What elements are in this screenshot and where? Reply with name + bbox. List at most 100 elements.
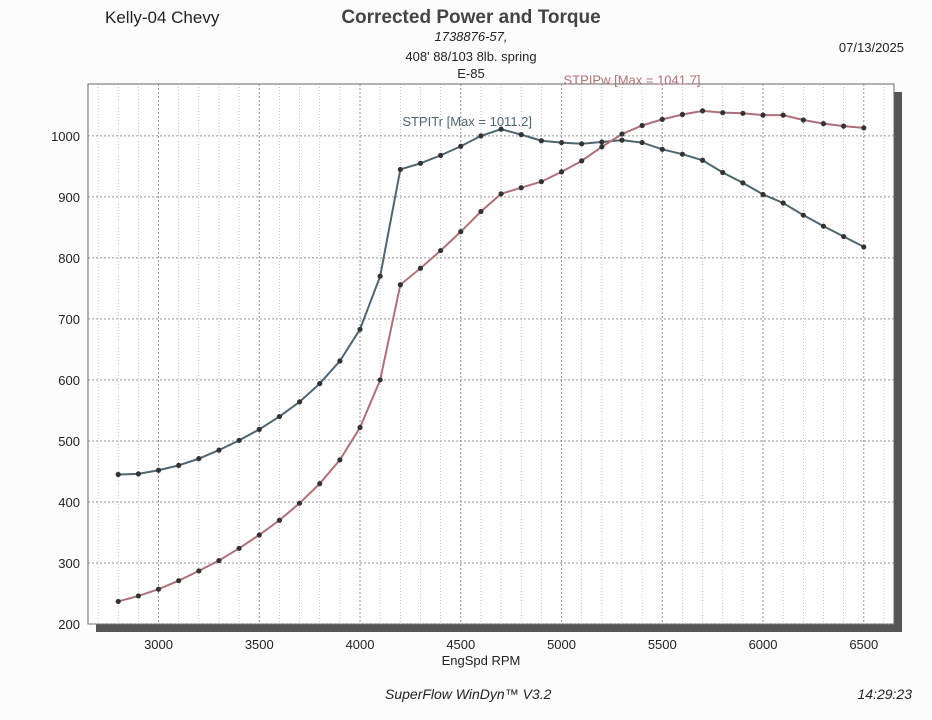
data-point-stpipw bbox=[498, 191, 504, 197]
chart-subtitle-fuel: E-85 bbox=[457, 66, 485, 81]
data-point-stpipw bbox=[760, 112, 766, 118]
data-point-stpitr bbox=[236, 437, 242, 443]
y-tick-label: 700 bbox=[58, 312, 80, 327]
data-point-stpipw bbox=[538, 179, 544, 185]
y-tick-label: 600 bbox=[58, 373, 80, 388]
run-time: 14:29:23 bbox=[857, 686, 913, 702]
data-point-stpitr bbox=[216, 447, 222, 453]
data-point-stpitr bbox=[377, 273, 383, 279]
data-point-stpitr bbox=[760, 191, 766, 198]
data-point-stpitr bbox=[498, 126, 504, 132]
data-point-stpipw bbox=[135, 593, 141, 599]
y-tick-label: 1000 bbox=[51, 129, 80, 144]
data-point-stpipw bbox=[115, 598, 121, 605]
run-date: 07/13/2025 bbox=[838, 40, 904, 55]
data-point-stpipw bbox=[357, 424, 363, 431]
data-point-stpitr bbox=[841, 233, 847, 240]
data-point-stpitr bbox=[417, 160, 424, 166]
data-point-stpipw bbox=[236, 545, 242, 551]
x-tick-label: 3000 bbox=[144, 637, 173, 652]
chart-owner-title: Kelly-04 Chevy bbox=[105, 8, 220, 27]
chart-subtitle-engine: 408' 88/103 8lb. spring bbox=[405, 49, 537, 64]
series-line-stpitr bbox=[118, 128, 865, 476]
data-point-stpipw bbox=[841, 123, 847, 129]
data-point-stpitr bbox=[337, 358, 343, 364]
data-point-stpipw bbox=[256, 532, 262, 538]
data-point-stpitr bbox=[780, 200, 786, 206]
data-point-stpitr bbox=[176, 462, 182, 468]
software-credit: SuperFlow WinDyn™ V3.2 bbox=[385, 686, 552, 702]
data-point-stpipw bbox=[740, 110, 746, 116]
y-tick-label: 200 bbox=[58, 617, 80, 632]
data-point-stpipw bbox=[216, 557, 222, 564]
data-point-stpipw bbox=[518, 185, 524, 191]
y-tick-label: 500 bbox=[58, 434, 80, 449]
data-point-stpipw bbox=[438, 247, 444, 254]
data-point-stpitr bbox=[639, 139, 645, 146]
data-point-stpipw bbox=[176, 578, 182, 584]
data-point-stpitr bbox=[599, 139, 605, 145]
annotations: STPITr [Max = 1011.2] STPIPw [Max = 1041.… bbox=[402, 73, 700, 129]
max-annotation-stpitr: STPITr [Max = 1011.2] bbox=[402, 114, 532, 129]
data-point-stpipw bbox=[417, 265, 424, 271]
data-point-stpipw bbox=[639, 122, 645, 129]
data-point-stpitr bbox=[720, 169, 726, 176]
data-point-stpipw bbox=[478, 208, 484, 215]
data-point-stpipw bbox=[800, 117, 806, 123]
y-tick-label: 300 bbox=[58, 556, 80, 571]
x-tick-label: 4000 bbox=[346, 637, 375, 652]
x-tick-label: 6500 bbox=[849, 637, 878, 652]
data-point-stpipw bbox=[699, 108, 706, 114]
data-point-stpipw bbox=[820, 121, 827, 127]
x-tick-label: 5500 bbox=[648, 637, 677, 652]
data-point-stpipw bbox=[659, 116, 665, 122]
data-point-stpitr bbox=[276, 413, 283, 420]
data-point-stpitr bbox=[800, 212, 806, 218]
data-point-stpipw bbox=[155, 586, 162, 592]
data-point-stpitr bbox=[478, 133, 484, 139]
data-point-stpipw bbox=[337, 457, 343, 463]
data-point-stpipw bbox=[276, 517, 283, 523]
axis-ticks: 3000 3500 4000 4500 5000 5500 6000 6500 200 300 40… bbox=[51, 129, 878, 652]
data-point-stpitr bbox=[115, 471, 121, 478]
data-point-stpitr bbox=[518, 132, 524, 138]
data-point-stpitr bbox=[135, 471, 141, 477]
data-point-stpipw bbox=[558, 169, 565, 175]
x-tick-label: 3500 bbox=[245, 637, 274, 652]
data-point-stpipw bbox=[599, 144, 605, 150]
data-point-stpipw bbox=[296, 500, 303, 506]
data-point-stpitr bbox=[579, 141, 585, 147]
data-point-stpipw bbox=[458, 229, 464, 235]
data-point-stpitr bbox=[458, 143, 464, 149]
data-point-stpipw bbox=[861, 125, 867, 131]
data-point-stpitr bbox=[820, 223, 827, 229]
data-point-stpipw bbox=[196, 568, 202, 574]
data-point-stpitr bbox=[296, 399, 303, 405]
data-point-stpitr bbox=[397, 166, 403, 173]
data-point-stpitr bbox=[619, 137, 625, 143]
data-point-stpitr bbox=[196, 456, 202, 462]
data-point-stpitr bbox=[155, 467, 162, 473]
data-point-stpipw bbox=[720, 110, 726, 116]
data-point-stpipw bbox=[317, 481, 323, 487]
plot-area bbox=[87, 83, 895, 625]
data-point-stpitr bbox=[438, 152, 444, 158]
data-point-stpipw bbox=[780, 112, 786, 118]
x-tick-label: 6000 bbox=[749, 637, 778, 652]
y-tick-label: 900 bbox=[58, 190, 80, 205]
data-point-stpipw bbox=[579, 158, 585, 164]
x-axis-label: EngSpd RPM bbox=[442, 653, 521, 668]
data-point-stpitr bbox=[256, 426, 262, 432]
data-point-stpitr bbox=[317, 380, 323, 387]
data-point-stpitr bbox=[740, 180, 746, 186]
data-point-stpitr bbox=[538, 138, 544, 144]
data-point-stpipw bbox=[397, 282, 403, 288]
x-tick-label: 5000 bbox=[547, 637, 576, 652]
data-point-stpipw bbox=[377, 377, 383, 383]
y-tick-label: 400 bbox=[58, 495, 80, 510]
data-point-stpitr bbox=[679, 151, 686, 157]
data-point-stpitr bbox=[558, 139, 565, 146]
data-point-stpipw bbox=[619, 131, 625, 137]
data-point-stpitr bbox=[699, 157, 706, 163]
